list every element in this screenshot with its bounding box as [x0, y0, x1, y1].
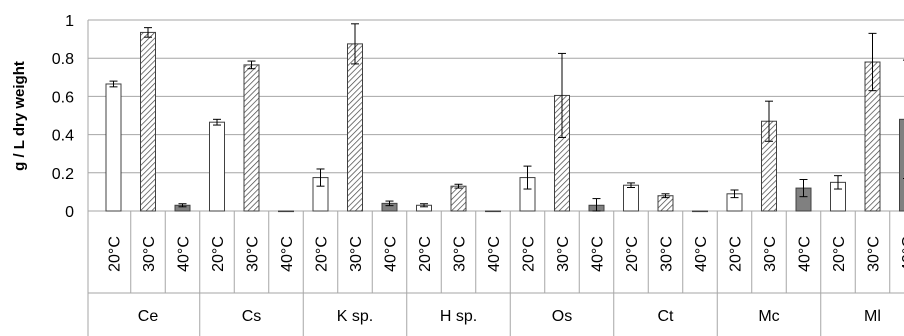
- x-tick-label: 40°C: [486, 236, 503, 272]
- group-label: Mc: [758, 308, 779, 325]
- x-tick-label: 40°C: [590, 236, 607, 272]
- bar: [347, 43, 363, 212]
- error-bars: [109, 23, 904, 212]
- bar: [692, 210, 708, 213]
- bars: [105, 31, 904, 213]
- bar: [278, 210, 294, 213]
- group-label: Ce: [138, 308, 159, 325]
- bar: [485, 210, 501, 213]
- x-tick-label: 30°C: [245, 236, 262, 272]
- group-label: H sp.: [440, 308, 477, 325]
- x-tick-label: 40°C: [900, 236, 904, 272]
- x-tick-label: 20°C: [521, 236, 538, 272]
- group-label: Os: [552, 308, 572, 325]
- x-tick-label: 30°C: [762, 236, 779, 272]
- x-tick-label: 30°C: [141, 236, 158, 272]
- x-tick-label: 40°C: [176, 236, 193, 272]
- group-label: Ct: [658, 308, 675, 325]
- y-tick-label: 0.6: [52, 89, 74, 106]
- bar: [105, 83, 122, 212]
- y-tick-labels: 0 0.2 0.4 0.6 0.8 1: [52, 13, 74, 221]
- x-tick-label: 40°C: [797, 236, 814, 272]
- y-axis-label: g / L dry weight: [11, 61, 28, 171]
- x-tick-label: 40°C: [279, 236, 296, 272]
- bar: [140, 31, 156, 212]
- bar: [209, 121, 225, 212]
- x-tick-label: 20°C: [831, 236, 848, 272]
- bar: [623, 184, 639, 212]
- group-label: Cs: [242, 308, 262, 325]
- x-tick-label: 40°C: [693, 236, 710, 272]
- x-tick-label: 20°C: [210, 236, 227, 272]
- x-tick-label: 20°C: [728, 236, 745, 272]
- x-tick-label: 30°C: [659, 236, 676, 272]
- x-tick-label: 30°C: [555, 236, 572, 272]
- x-tick-labels: 20°C 30°C 40°C 20°C 30°C 40°C 20°C 30°C 40°C 20°C…: [107, 236, 904, 272]
- y-tick-label: 0.4: [52, 128, 74, 145]
- x-tick-label: 30°C: [866, 236, 883, 272]
- x-tick-label: 30°C: [452, 236, 469, 272]
- x-tick-label: 20°C: [107, 236, 124, 272]
- y-tick-label: 1: [65, 13, 74, 30]
- category-labels: Ce Cs K sp. H sp. Os Ct Mc Ml: [138, 308, 881, 325]
- bar: [243, 64, 260, 212]
- group-label: Ml: [864, 308, 881, 325]
- x-tick-label: 30°C: [348, 236, 365, 272]
- bar: [899, 118, 904, 212]
- x-tick-label: 40°C: [383, 236, 400, 272]
- group-label: K sp.: [337, 308, 373, 325]
- y-tick-label: 0.8: [52, 51, 74, 68]
- y-tick-label: 0.2: [52, 166, 74, 183]
- x-tick-label: 20°C: [314, 236, 331, 272]
- x-tick-label: 20°C: [624, 236, 641, 272]
- x-tick-label: 20°C: [417, 236, 434, 272]
- bar: [450, 185, 467, 212]
- y-tick-label: 0: [65, 204, 74, 221]
